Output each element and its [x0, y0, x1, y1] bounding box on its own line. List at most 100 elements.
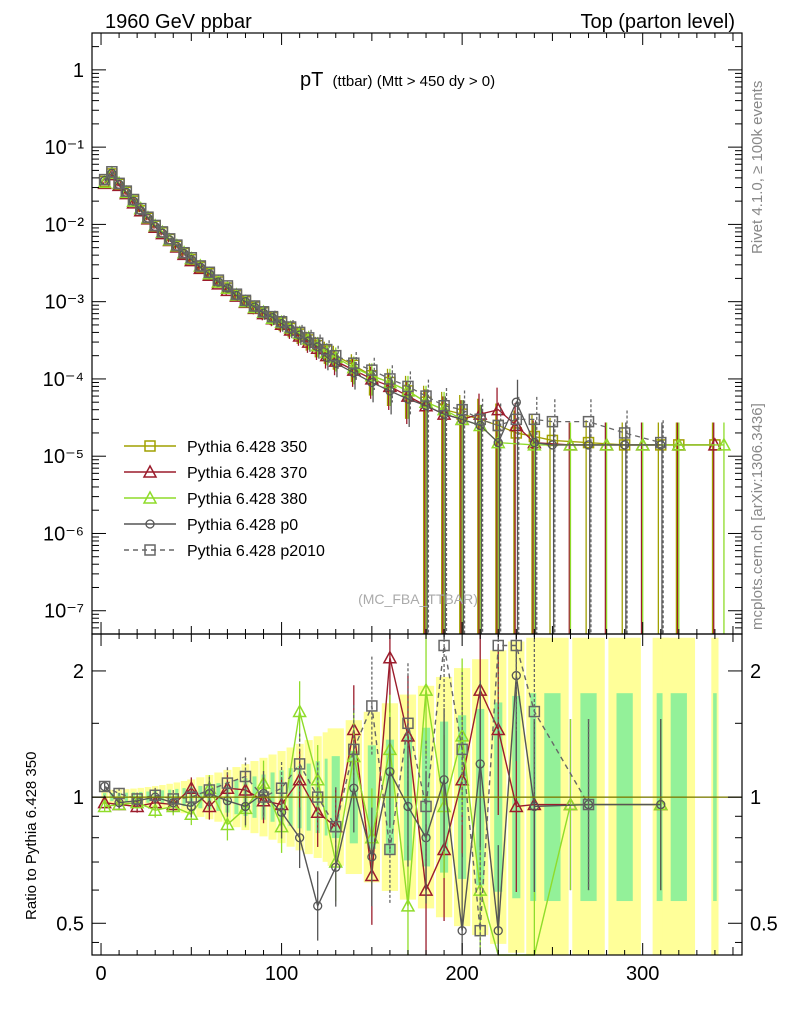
legend-entry-p350: Pythia 6.428 350 — [124, 439, 307, 456]
data-point — [402, 380, 414, 393]
data-point — [420, 390, 432, 402]
data-point — [528, 413, 541, 426]
ratio-point — [111, 796, 127, 811]
ratio-point — [457, 926, 467, 936]
data-point — [202, 266, 217, 280]
data-point — [348, 357, 360, 369]
ratio-point — [221, 777, 234, 789]
data-point — [618, 427, 631, 439]
legend: Pythia 6.428 350 Pythia 6.428 370 Pythia 6… — [124, 439, 325, 560]
ratio-point — [294, 833, 305, 843]
data-point — [655, 436, 667, 449]
data-point — [184, 253, 199, 267]
data-point — [106, 166, 118, 178]
ratio-point — [292, 703, 307, 718]
ratio-point — [313, 901, 323, 911]
ratio-point — [97, 798, 112, 813]
ratio-line-p2010 — [104, 644, 590, 931]
ratio-y-tick-label-right: 0.5 — [750, 913, 778, 935]
ratio-line-p380 — [104, 690, 661, 956]
x-tick-label: 0 — [95, 963, 106, 985]
data-point — [490, 435, 506, 449]
x-tick-label: 200 — [445, 963, 478, 985]
plot-title: pT (ttbar) (Mtt > 450 dy > 0) — [300, 69, 495, 91]
series-p2010 — [98, 166, 667, 634]
ratio-point — [385, 767, 395, 777]
y-tick-label: 10⁻¹ — [45, 137, 85, 159]
data-point — [331, 358, 341, 368]
ratio-point — [474, 924, 486, 937]
legend-marker — [145, 519, 155, 529]
ratio-point — [240, 801, 251, 812]
ratio-point — [492, 639, 504, 652]
data-point — [403, 394, 413, 404]
legend-entry-p0: Pythia 6.428 p0 — [124, 517, 298, 534]
data-point — [510, 427, 523, 439]
ratio-point — [454, 728, 470, 742]
ratio-point — [330, 820, 342, 833]
data-point — [475, 420, 485, 431]
legend-marker — [142, 490, 158, 504]
data-point — [186, 254, 196, 265]
data-point — [248, 300, 261, 312]
data-point — [127, 193, 140, 206]
header-right: Top (parton level) — [580, 11, 735, 33]
y-tick-label: 10⁻³ — [45, 292, 85, 314]
data-point — [656, 440, 666, 450]
series-line-p380 — [104, 172, 724, 446]
data-point — [135, 202, 147, 215]
ratio-point — [529, 801, 540, 812]
data-point — [492, 419, 504, 432]
data-point — [156, 226, 169, 238]
main-plot-content — [97, 165, 732, 634]
legend-marker — [144, 544, 156, 556]
data-point — [384, 373, 396, 385]
ratio-point — [184, 806, 199, 821]
data-point — [438, 399, 450, 412]
legend-label: Pythia 6.428 p2010 — [187, 543, 325, 560]
data-point — [400, 383, 416, 397]
data-point — [320, 343, 333, 356]
data-point — [582, 415, 595, 428]
data-point — [163, 233, 176, 245]
data-point — [546, 415, 559, 428]
data-point — [171, 239, 183, 251]
ratio-y-tick-label-right: 2 — [750, 661, 761, 683]
data-point — [221, 280, 234, 292]
analysis-watermark: (MC_FBA_TTBAR) — [358, 591, 478, 607]
ratio-point — [203, 784, 216, 796]
data-point — [716, 437, 732, 451]
ratio-point — [656, 799, 666, 810]
ratio-point — [129, 795, 145, 809]
data-point — [583, 440, 594, 450]
ratio-point — [490, 721, 506, 736]
legend-entry-p380: Pythia 6.428 380 — [124, 490, 307, 508]
ratio-point — [384, 843, 396, 856]
ratio-point — [382, 650, 398, 664]
data-point — [185, 252, 198, 264]
legend-marker — [144, 440, 156, 452]
data-point — [619, 440, 630, 450]
legend-label: Pythia 6.428 p0 — [187, 517, 298, 534]
x-tick-label: 100 — [265, 963, 298, 985]
ratio-point — [400, 898, 416, 912]
legend-marker — [142, 464, 158, 478]
data-point — [120, 185, 133, 197]
data-point — [203, 266, 216, 279]
ratio-point — [293, 758, 306, 770]
y-tick-label: 10⁻² — [45, 214, 85, 236]
y-tick-label: 10⁻⁷ — [44, 601, 84, 623]
ratio-point — [348, 743, 360, 756]
data-point — [456, 403, 468, 416]
rivet-version-label: Rivet 4.1.0, ≥ 100k events — [749, 81, 766, 254]
data-point — [529, 437, 540, 448]
ratio-point — [402, 717, 414, 730]
data-point — [311, 337, 324, 349]
ratio-point — [510, 639, 523, 652]
ratio-ylabel: Ratio to Pythia 6.428 350 — [23, 752, 40, 920]
y-tick-label: 10⁻⁴ — [43, 369, 84, 391]
ratio-point — [418, 682, 434, 696]
data-point — [98, 173, 111, 186]
ratio-point — [239, 770, 252, 783]
